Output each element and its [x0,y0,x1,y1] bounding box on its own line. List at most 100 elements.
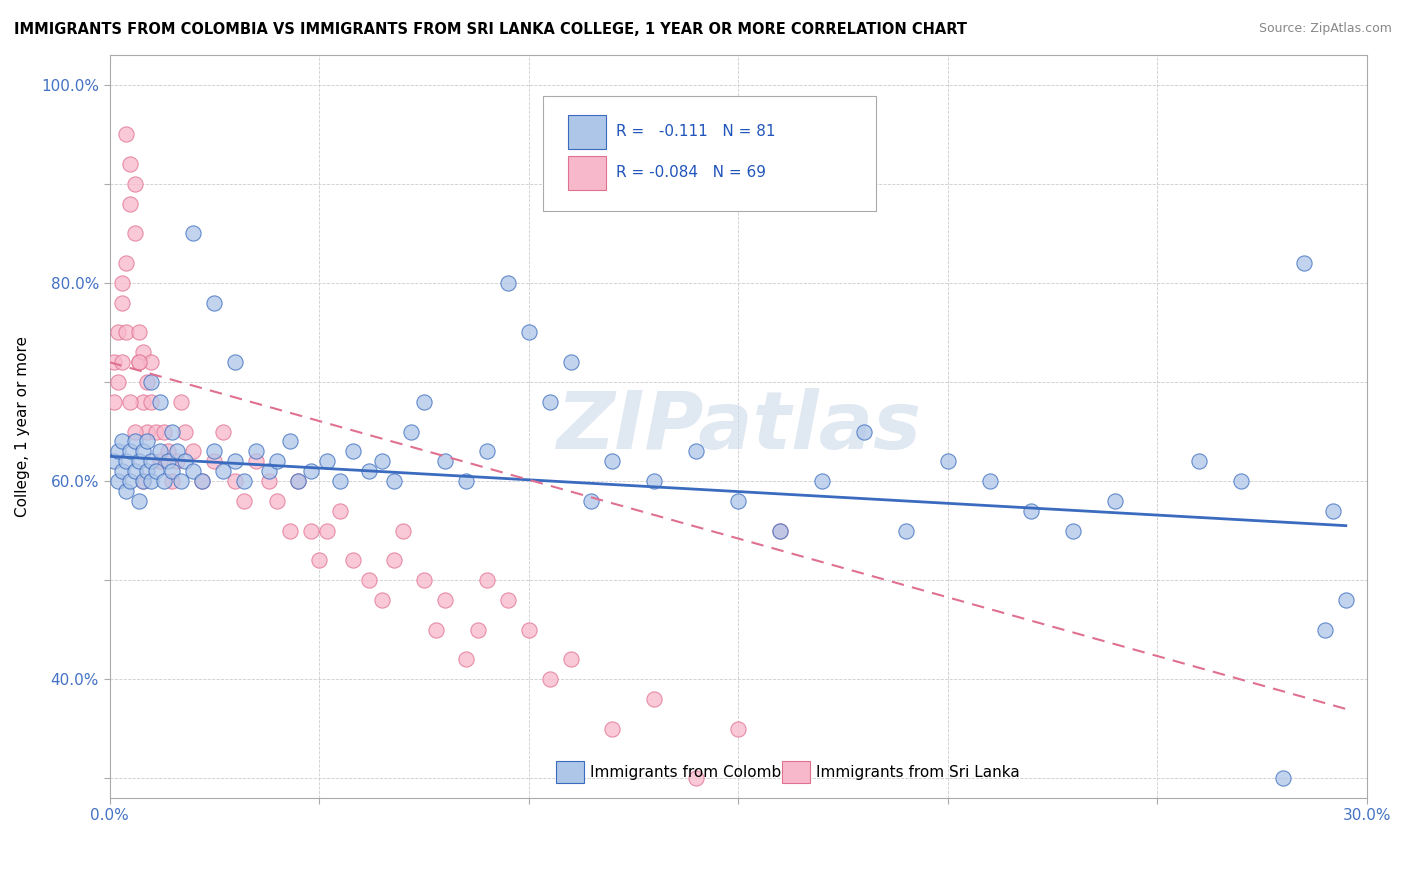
Point [132,474,155,488]
Point [1292,256,1315,270]
Point [1271,771,1294,785]
Point [103,355,125,369]
Point [278,524,301,538]
Point [936,454,959,468]
Point [412,573,434,587]
Point [1104,494,1126,508]
Point [141,454,163,468]
Point [727,494,749,508]
Point [162,474,184,488]
Point [120,196,142,211]
Point [120,474,142,488]
Bar [568,156,606,190]
Point [136,434,159,449]
Point [727,722,749,736]
Point [371,454,394,468]
Point [166,454,188,468]
Point [141,355,163,369]
Point [769,524,792,538]
Point [329,474,352,488]
Point [103,394,125,409]
Point [170,474,193,488]
Point [769,524,792,538]
Point [278,434,301,449]
Point [496,593,519,607]
Point [475,573,498,587]
Point [166,444,188,458]
Point [245,444,267,458]
Point [384,474,406,488]
Point [433,593,456,607]
Point [124,464,146,478]
Point [232,494,254,508]
Point [811,474,834,488]
Point [153,425,176,439]
Point [136,375,159,389]
Point [287,474,309,488]
Point [517,326,540,340]
Point [111,295,134,310]
Point [685,771,707,785]
Point [115,326,138,340]
Text: IMMIGRANTS FROM COLOMBIA VS IMMIGRANTS FROM SRI LANKA COLLEGE, 1 YEAR OR MORE CO: IMMIGRANTS FROM COLOMBIA VS IMMIGRANTS F… [14,22,967,37]
Point [190,474,212,488]
Point [359,464,381,478]
Point [115,256,138,270]
Point [1188,454,1211,468]
Point [132,444,155,458]
Point [162,425,184,439]
Point [107,444,129,458]
Point [245,454,267,468]
Point [894,524,917,538]
Point [149,394,172,409]
Point [643,692,665,706]
Point [581,494,603,508]
Point [211,464,233,478]
Point [132,474,155,488]
Point [162,464,184,478]
Point [308,553,330,567]
Point [384,553,406,567]
Point [342,553,364,567]
Point [120,444,142,458]
Point [538,672,561,686]
Point [132,394,155,409]
Point [232,474,254,488]
Point [475,444,498,458]
Point [111,276,134,290]
Point [107,474,129,488]
Point [202,295,225,310]
Point [183,464,205,478]
Point [1021,504,1043,518]
Bar [782,761,810,783]
Point [107,375,129,389]
Point [128,326,150,340]
Text: Immigrants from Colombia: Immigrants from Colombia [589,764,794,780]
Point [392,524,415,538]
Point [115,128,138,142]
Point [128,355,150,369]
Point [141,375,163,389]
Point [174,425,197,439]
Point [496,276,519,290]
Point [425,623,447,637]
Bar [568,115,606,150]
Point [132,345,155,359]
Point [136,464,159,478]
Point [257,474,280,488]
Point [183,227,205,241]
Point [685,444,707,458]
Point [517,623,540,637]
Point [1230,474,1253,488]
Point [124,434,146,449]
Point [316,454,339,468]
Point [224,474,246,488]
Point [560,652,582,666]
Point [202,444,225,458]
Point [149,454,172,468]
Point [115,454,138,468]
Text: Source: ZipAtlas.com: Source: ZipAtlas.com [1258,22,1392,36]
Point [111,464,134,478]
Point [157,454,180,468]
Point [145,464,167,478]
